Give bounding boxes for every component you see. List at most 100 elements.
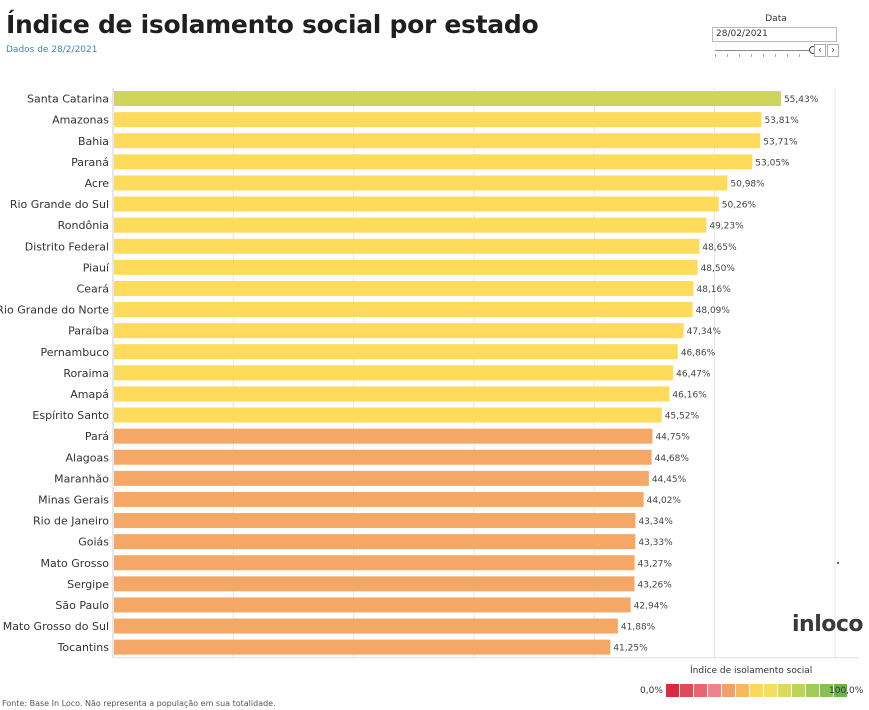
category-label: Distrito Federal: [25, 240, 109, 253]
bar: [114, 597, 631, 613]
value-label: 41,25%: [613, 644, 648, 654]
category-label: Piauí: [83, 261, 110, 274]
legend-swatch: [778, 684, 791, 697]
value-label: 53,71%: [763, 137, 798, 147]
date-input[interactable]: 28/02/2021: [712, 27, 837, 42]
bar: [114, 133, 761, 149]
legend-title: Índice de isolamento social: [690, 666, 813, 676]
category-label: Mato Grosso do Sul: [3, 620, 109, 633]
legend-color-scale: [666, 684, 847, 697]
bar: [114, 302, 693, 318]
value-label: 46,47%: [676, 369, 711, 379]
date-slider[interactable]: ‹ ›: [712, 43, 840, 59]
category-label: Ceará: [77, 282, 109, 295]
category-label: Amapá: [70, 388, 109, 401]
category-label: São Paulo: [55, 599, 109, 612]
category-label: Espírito Santo: [32, 409, 109, 422]
value-label: 42,94%: [634, 601, 669, 611]
value-label: 48,50%: [701, 264, 736, 274]
source-note: Fonte: Base In Loco. Não representa a po…: [2, 699, 276, 708]
legend-max-label: 100,0%: [829, 686, 864, 696]
bar: [114, 618, 618, 634]
bar: [114, 513, 636, 529]
bar: [114, 555, 635, 571]
bar: [114, 259, 698, 275]
bar: [114, 175, 728, 191]
category-label: Bahia: [78, 135, 109, 148]
decorative-dot: [837, 562, 839, 564]
bar: [114, 91, 781, 107]
value-label: 44,68%: [655, 454, 690, 464]
bar: [114, 280, 694, 296]
slider-track[interactable]: [715, 50, 811, 51]
slider-ticks: [715, 54, 811, 57]
legend-swatch: [792, 684, 805, 697]
value-label: 49,23%: [709, 222, 744, 232]
legend-swatch: [806, 684, 819, 697]
bar: [114, 365, 674, 381]
chevron-right-icon[interactable]: ›: [827, 44, 839, 57]
value-label: 46,16%: [672, 390, 707, 400]
legend-swatch: [666, 684, 679, 697]
bar: [114, 323, 684, 339]
value-label: 46,86%: [681, 348, 716, 358]
value-label: 43,33%: [638, 538, 673, 548]
inloco-logo: inloco: [792, 612, 864, 637]
bar: [114, 154, 753, 170]
category-label: Pernambuco: [41, 346, 110, 359]
legend-swatch: [680, 684, 693, 697]
category-label: Paraná: [71, 156, 109, 169]
bar: [114, 491, 644, 507]
bar: [114, 534, 636, 550]
page-title: Índice de isolamento social por estado: [6, 10, 539, 39]
legend-swatch: [750, 684, 763, 697]
category-label: Roraima: [63, 367, 109, 380]
category-label: Pará: [85, 430, 109, 443]
bar: [114, 386, 670, 402]
category-label: Rondônia: [58, 219, 109, 232]
category-label: Amazonas: [52, 114, 109, 127]
legend-min-label: 0,0%: [640, 686, 663, 696]
value-label: 50,26%: [722, 201, 757, 211]
value-label: 45,52%: [665, 412, 700, 422]
category-label: Goiás: [78, 536, 109, 549]
value-label: 43,34%: [638, 517, 673, 527]
category-label: Minas Gerais: [38, 493, 109, 506]
legend-swatch: [834, 684, 847, 697]
value-label: 43,27%: [638, 559, 673, 569]
bar: [114, 428, 653, 444]
value-label: 43,26%: [638, 580, 673, 590]
value-label: 47,34%: [687, 327, 722, 337]
legend-swatch: [694, 684, 707, 697]
date-filter-label: Data: [765, 14, 787, 24]
category-label: Acre: [85, 177, 110, 190]
legend-swatch: [736, 684, 749, 697]
bar: [114, 217, 707, 233]
category-label: Paraíba: [68, 325, 109, 338]
bar: [114, 470, 649, 486]
date-filter: Data 28/02/2021 ‹ ›: [712, 14, 840, 59]
value-label: 50,98%: [730, 179, 765, 189]
category-label: Santa Catarina: [27, 93, 109, 106]
bar: [114, 639, 611, 655]
category-label: Alagoas: [65, 451, 109, 464]
bar: [114, 407, 662, 423]
value-label: 53,05%: [755, 158, 790, 168]
value-label: 48,65%: [702, 243, 737, 253]
category-label: Rio Grande do Norte: [0, 304, 109, 317]
bar: [114, 449, 652, 465]
legend-swatch: [722, 684, 735, 697]
bar: [114, 238, 700, 254]
chevron-left-icon[interactable]: ‹: [814, 44, 826, 57]
category-label: Sergipe: [67, 578, 109, 591]
bar: [114, 112, 762, 128]
category-label: Rio Grande do Sul: [10, 198, 109, 211]
value-label: 44,75%: [655, 433, 690, 443]
category-label: Mato Grosso: [41, 557, 110, 570]
value-label: 48,09%: [696, 306, 731, 316]
category-label: Maranhão: [54, 472, 109, 485]
bar: [114, 196, 719, 212]
category-label: Tocantins: [57, 641, 110, 654]
value-label: 48,16%: [696, 285, 731, 295]
